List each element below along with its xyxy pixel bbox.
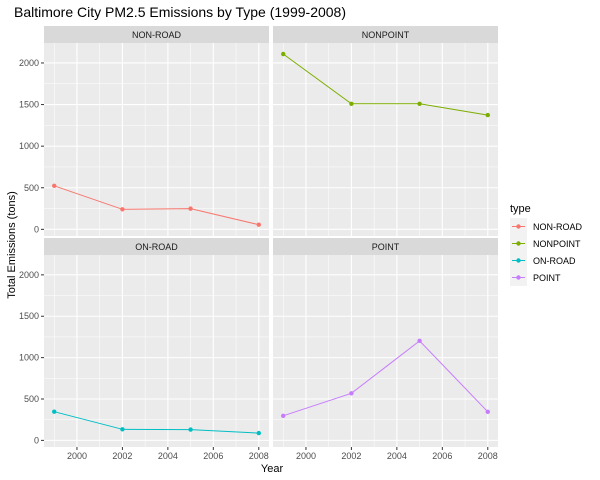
y-tick-label: 2000 — [19, 270, 39, 280]
data-point — [120, 207, 125, 212]
y-tick-label: 2000 — [19, 58, 39, 68]
series-line-non-road — [54, 185, 259, 226]
y-tick-label: 0 — [34, 435, 39, 445]
x-tick-label: 2008 — [249, 451, 269, 461]
legend-label: NON-ROAD — [533, 222, 582, 232]
legend-item-non-road: NON-ROAD — [510, 218, 582, 235]
legend-item-nonpoint: NONPOINT — [510, 235, 581, 252]
data-point — [188, 206, 193, 211]
data-point — [256, 430, 261, 436]
facet-strip-label: NONPOINT — [362, 30, 410, 40]
facet-strip-label: NON-ROAD — [132, 30, 181, 40]
data-point — [349, 101, 354, 106]
x-tick-label: 2000 — [296, 451, 316, 461]
legend-item-on-road: ON-ROAD — [510, 252, 576, 269]
legend-key-point — [516, 241, 521, 246]
facet-panels: NON-ROAD 0 500 1000 1500 2000 NONPOINT ON-ROAD 0… — [19, 26, 498, 461]
facet-strip-label: POINT — [372, 242, 400, 252]
x-tick-label: 2000 — [67, 451, 87, 461]
legend-item-point: POINT — [510, 269, 561, 286]
facet-strip — [273, 26, 498, 43]
x-tick-label: 2006 — [203, 451, 223, 461]
data-point — [281, 51, 286, 57]
legend-title: type — [510, 203, 531, 215]
data-point — [485, 409, 490, 415]
panel-background — [273, 43, 498, 236]
legend: type NON-ROAD NONPOINT ON-ROAD POINT — [510, 203, 582, 286]
legend-label: NONPOINT — [533, 239, 581, 249]
legend-label: POINT — [533, 273, 561, 283]
facet-panel-on-road: ON-ROAD 0 500 1000 1500 2000 2000 2002 2004 2006 2… — [19, 238, 269, 461]
facet-strip — [44, 238, 269, 255]
x-tick-label: 2002 — [112, 451, 132, 461]
data-point — [417, 101, 422, 106]
facet-strip-label: ON-ROAD — [135, 242, 178, 252]
data-point — [349, 391, 354, 396]
data-point — [52, 183, 57, 189]
x-axis-title: Year — [261, 463, 284, 475]
series-line-point — [283, 340, 489, 417]
x-tick-label: 2002 — [341, 451, 361, 461]
y-tick-label: 500 — [24, 394, 39, 404]
data-point — [417, 338, 422, 344]
legend-label: ON-ROAD — [533, 256, 576, 266]
facet-strip — [273, 238, 498, 255]
y-axis-title: Total Emissions (tons) — [6, 191, 18, 299]
y-tick-label: 1500 — [19, 311, 39, 321]
data-point — [281, 413, 286, 419]
legend-key-point — [516, 224, 521, 229]
chart-title: Baltimore City PM2.5 Emissions by Type (… — [14, 4, 346, 20]
x-tick-label: 2006 — [432, 451, 452, 461]
legend-key-point — [516, 275, 521, 280]
data-point — [120, 427, 125, 432]
facet-strip — [44, 26, 269, 43]
x-tick-label: 2008 — [478, 451, 498, 461]
y-tick-label: 1500 — [19, 100, 39, 110]
data-point — [52, 409, 57, 414]
facet-panel-point: POINT 2000 2002 2004 2006 2008 — [273, 238, 498, 461]
legend-key-point — [516, 258, 521, 263]
data-point — [188, 427, 193, 432]
y-tick-label: 0 — [34, 224, 39, 234]
y-tick-label: 1000 — [19, 353, 39, 363]
y-tick-label: 500 — [24, 183, 39, 193]
x-tick-label: 2004 — [387, 451, 407, 461]
y-tick-label: 1000 — [19, 141, 39, 151]
data-point — [485, 112, 490, 118]
panel-background — [44, 255, 269, 447]
panel-background — [273, 255, 498, 447]
facet-panel-non-road: NON-ROAD 0 500 1000 1500 2000 — [19, 26, 269, 236]
series-line-on-road — [54, 411, 259, 434]
x-tick-label: 2004 — [158, 451, 178, 461]
series-line-nonpoint — [282, 53, 488, 116]
panel-background — [44, 43, 269, 236]
facet-panel-nonpoint: NONPOINT — [273, 26, 498, 236]
data-point — [256, 222, 261, 227]
